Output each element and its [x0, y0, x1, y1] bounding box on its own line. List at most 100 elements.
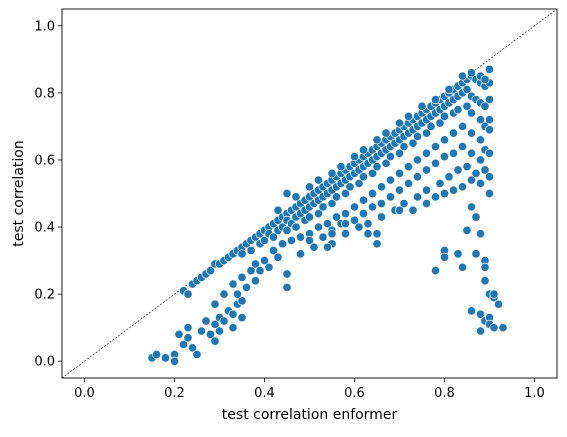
data-point	[399, 199, 409, 209]
data-point	[331, 212, 342, 222]
data-point	[439, 135, 450, 145]
data-point	[394, 118, 405, 128]
data-point	[480, 165, 490, 175]
data-point	[430, 192, 441, 202]
data-point	[439, 188, 450, 199]
y-tick-label: 1.0	[34, 19, 55, 34]
x-tick-label: 0.0	[74, 386, 95, 401]
data-point	[471, 168, 481, 178]
y-tick-label: 0.2	[34, 288, 55, 303]
data-point	[484, 115, 495, 125]
data-point	[313, 175, 324, 185]
data-point	[372, 229, 382, 239]
data-point	[228, 323, 238, 333]
data-point	[421, 148, 432, 158]
data-point	[322, 242, 333, 252]
data-point	[259, 235, 270, 246]
data-point	[291, 192, 301, 202]
data-point	[349, 152, 360, 162]
data-point	[313, 209, 324, 219]
data-point	[151, 349, 162, 360]
data-point	[367, 202, 378, 212]
data-point	[466, 128, 477, 138]
data-point	[489, 323, 499, 333]
data-point	[196, 326, 207, 336]
data-point	[282, 225, 292, 235]
data-point	[372, 162, 382, 172]
data-point	[457, 141, 468, 152]
data-point	[466, 68, 477, 78]
data-point	[466, 148, 477, 158]
x-axis-label: test correlation enformer	[222, 407, 398, 423]
data-point	[412, 192, 423, 202]
data-point	[430, 95, 441, 105]
data-point	[228, 279, 238, 289]
data-point	[448, 128, 459, 138]
data-point	[480, 74, 490, 84]
data-point	[484, 125, 495, 135]
data-point	[439, 152, 450, 162]
data-point	[219, 289, 229, 299]
data-point	[241, 282, 252, 292]
data-point	[183, 289, 193, 299]
plot-frame	[61, 8, 558, 379]
data-point	[484, 188, 495, 199]
data-point	[313, 222, 324, 232]
data-point	[228, 309, 238, 319]
y-tick-label: 0.4	[34, 221, 55, 236]
data-point	[358, 195, 369, 205]
data-point	[358, 209, 369, 219]
data-point	[475, 229, 486, 239]
data-point	[466, 175, 477, 185]
data-point	[439, 252, 450, 262]
data-point	[385, 192, 396, 202]
data-point	[295, 249, 306, 259]
data-point	[192, 349, 202, 360]
data-point	[304, 212, 315, 222]
data-point	[273, 252, 283, 262]
y-tick-label: 0.0	[34, 355, 55, 370]
data-point	[421, 199, 432, 209]
data-point	[435, 178, 445, 188]
data-point	[322, 219, 333, 229]
y-tick-label: 0.8	[34, 86, 55, 101]
data-point	[183, 333, 193, 343]
data-point	[340, 229, 351, 239]
data-point	[475, 326, 486, 336]
data-point	[381, 128, 391, 138]
data-point	[318, 232, 328, 242]
data-point	[376, 199, 387, 209]
data-point	[246, 266, 256, 276]
data-point	[237, 272, 247, 282]
data-point	[484, 64, 495, 74]
data-point	[484, 148, 495, 158]
data-point	[367, 188, 378, 199]
data-point	[363, 219, 373, 229]
data-point	[462, 84, 472, 95]
data-point	[457, 121, 468, 131]
data-point	[268, 245, 279, 256]
data-point	[363, 229, 373, 239]
data-point	[178, 339, 189, 349]
x-tick-label: 0.8	[434, 386, 455, 401]
data-point	[169, 356, 180, 366]
y-tick-label: 0.6	[34, 153, 55, 168]
data-point	[462, 162, 472, 172]
data-point	[250, 259, 261, 269]
data-point	[475, 115, 486, 125]
data-point	[394, 168, 405, 178]
y-axis-label: test correlation	[11, 140, 27, 246]
data-point	[340, 188, 351, 199]
data-point	[174, 329, 184, 339]
data-point	[291, 222, 301, 232]
data-point	[282, 282, 292, 292]
data-point	[246, 245, 256, 256]
data-point	[304, 182, 315, 192]
data-point	[439, 111, 450, 121]
data-point	[349, 215, 360, 225]
data-point	[358, 145, 369, 155]
data-point	[475, 309, 486, 319]
data-point	[232, 289, 243, 299]
data-point	[466, 108, 477, 118]
